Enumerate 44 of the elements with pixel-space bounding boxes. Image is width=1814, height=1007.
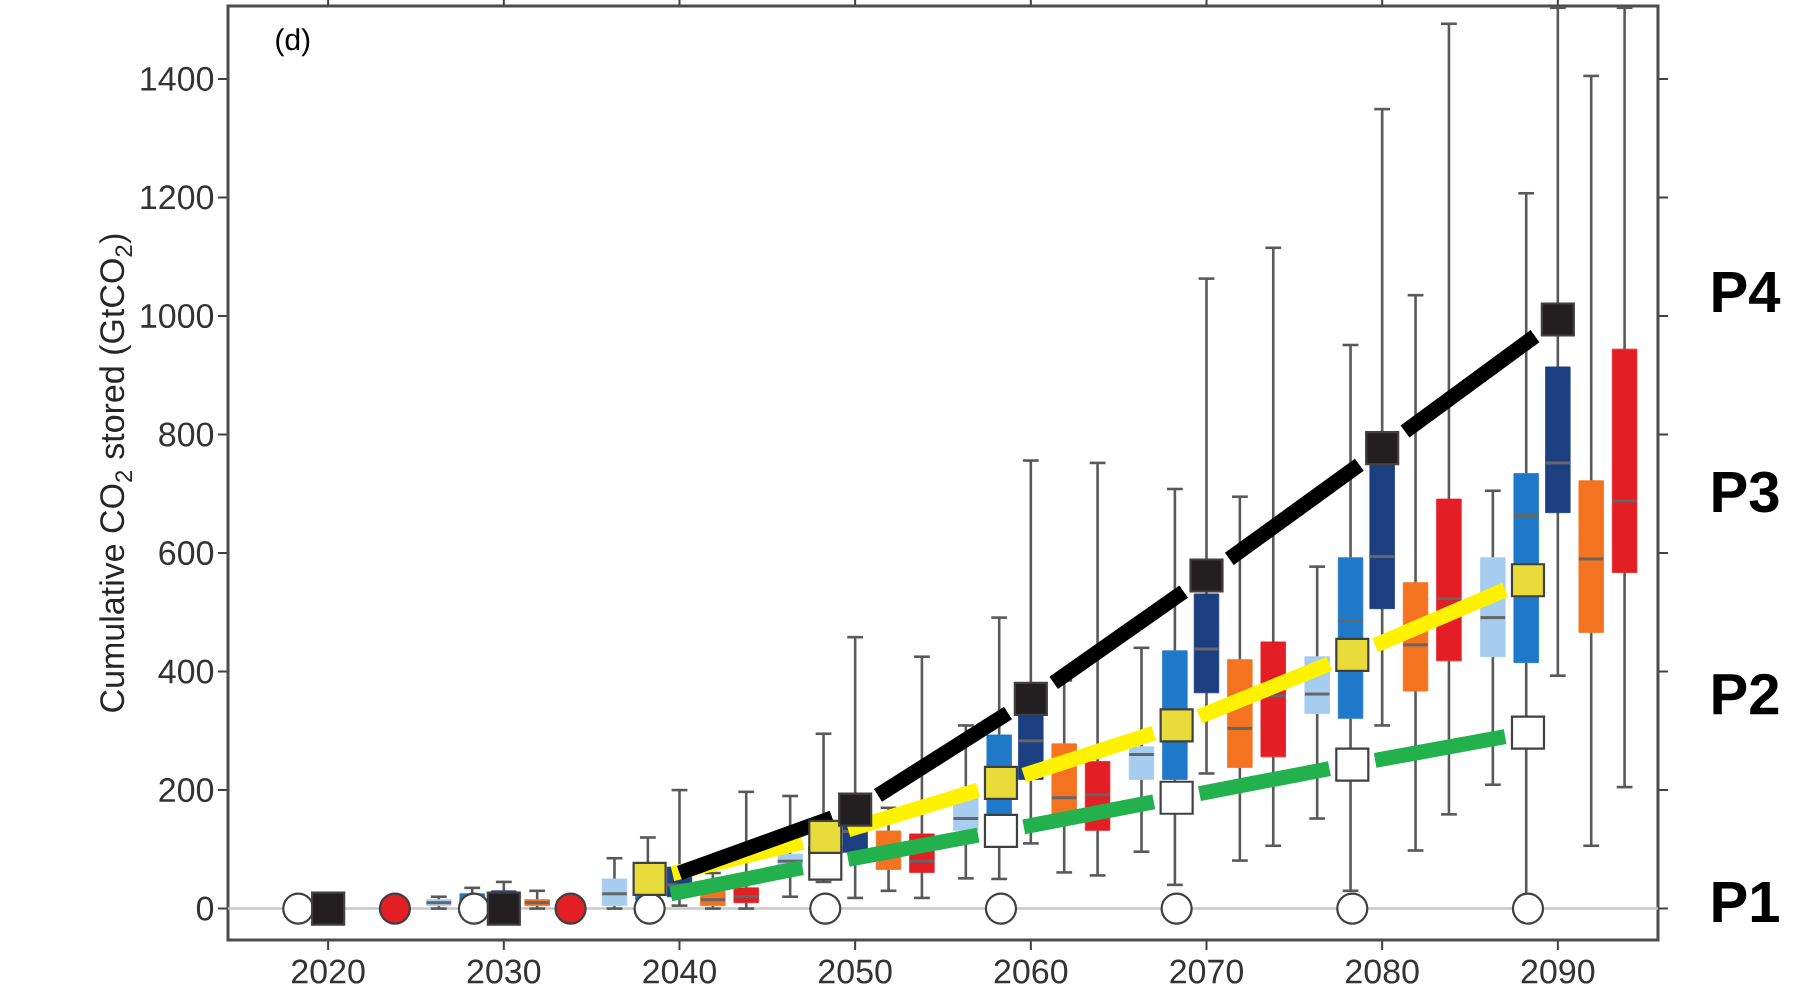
y-tick-label: 400 <box>158 659 214 684</box>
text: P1 <box>1713 882 1779 922</box>
y-axis-title: Cumulative CO$_{2}$ stored (GtCO$_{2}$) <box>99 234 132 712</box>
point <box>1159 708 1194 743</box>
text: P2 <box>1713 673 1779 715</box>
text: P4 <box>1713 272 1781 312</box>
point <box>1335 637 1370 673</box>
y-tick-label: 200 <box>159 778 214 803</box>
point <box>1540 302 1575 337</box>
point <box>1189 558 1224 593</box>
text: P3 <box>1713 471 1779 513</box>
y-tick-label: 0 <box>196 896 214 921</box>
annotation: (d) <box>276 28 310 57</box>
x-tick-label: 2040 <box>643 959 716 984</box>
y-tick-label: 600 <box>159 540 214 566</box>
point <box>1511 892 1545 925</box>
point <box>838 792 873 827</box>
x-tick-label: 2030 <box>467 959 541 984</box>
x-tick-label: 2090 <box>1521 959 1595 984</box>
point <box>1335 747 1370 782</box>
x-tick-label: 2050 <box>819 959 892 984</box>
point <box>1365 431 1400 466</box>
point <box>1013 681 1048 716</box>
x-tick-label: 2060 <box>994 959 1068 984</box>
point <box>1160 892 1193 925</box>
y-tick-label: 800 <box>159 422 214 447</box>
point <box>554 892 587 925</box>
point <box>1336 892 1369 925</box>
point <box>984 892 1018 925</box>
y-tick-label: 1400 <box>141 66 214 91</box>
point <box>983 813 1019 849</box>
x-tick-label: 2020 <box>292 959 365 984</box>
point <box>1510 715 1546 750</box>
x-tick-label: 2070 <box>1170 959 1243 984</box>
x-tick-label: 2080 <box>1346 959 1419 984</box>
point <box>808 819 843 854</box>
y-tick-label: 1000 <box>141 303 214 328</box>
point <box>983 765 1019 801</box>
point <box>809 892 842 925</box>
point <box>378 892 411 925</box>
y-tick-label: 1200 <box>141 185 214 210</box>
point <box>1510 563 1546 598</box>
point <box>1159 780 1194 815</box>
point <box>311 891 346 926</box>
